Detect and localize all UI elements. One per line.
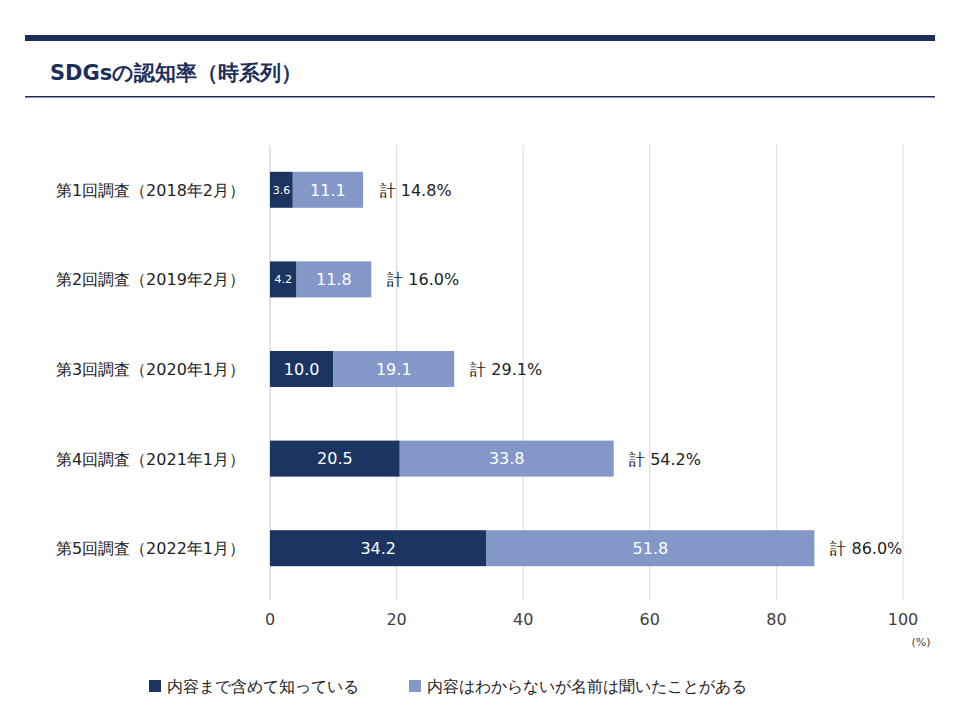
header-rule bbox=[25, 96, 935, 98]
tick-label: 80 bbox=[766, 610, 786, 629]
bars bbox=[270, 172, 814, 566]
tick-label: 0 bbox=[265, 610, 275, 629]
title: SDGsの認知率（時系列） bbox=[50, 61, 302, 85]
bar bbox=[297, 261, 372, 297]
data-label: 3.6 bbox=[273, 184, 291, 197]
legend-swatch bbox=[409, 680, 421, 692]
grid-line bbox=[903, 145, 904, 600]
tick-label: 40 bbox=[513, 610, 533, 629]
bar bbox=[486, 530, 814, 566]
tick-label: 20 bbox=[386, 610, 406, 629]
total-label: 計 16.0% bbox=[387, 270, 459, 289]
chart: SDGsの認知率（時系列） 0 20 40 60 80 100 (%) 第1回調査（2018年2… bbox=[0, 0, 960, 727]
category-label: 第2回調査（2019年2月） bbox=[56, 270, 245, 289]
total-label: 計 29.1% bbox=[470, 360, 542, 379]
category-label: 第3回調査（2020年1月） bbox=[56, 360, 245, 379]
data-label: 19.1 bbox=[376, 360, 412, 379]
axis-label: (%) bbox=[911, 636, 930, 649]
tick-label: 60 bbox=[640, 610, 660, 629]
data-label: 11.8 bbox=[316, 270, 352, 289]
bar bbox=[270, 441, 400, 477]
data-label: 4.2 bbox=[275, 273, 293, 286]
legend-label: 内容まで含めて知っている bbox=[167, 677, 359, 696]
tick-label: 100 bbox=[888, 610, 919, 629]
bar bbox=[270, 351, 333, 387]
legend-swatch bbox=[149, 680, 161, 692]
legend-label: 内容はわからないが名前は聞いたことがある bbox=[427, 677, 747, 696]
total-label: 計 86.0% bbox=[830, 539, 902, 558]
category-label: 第1回調査（2018年2月） bbox=[56, 181, 245, 200]
legend: 内容まで含めて知っている 内容はわからないが名前は聞いたことがある bbox=[149, 677, 747, 696]
header-bar bbox=[25, 35, 935, 41]
data-label: 34.2 bbox=[360, 539, 396, 558]
data-label: 11.1 bbox=[310, 181, 346, 200]
total-label: 計 14.8% bbox=[380, 181, 452, 200]
bar bbox=[333, 351, 454, 387]
bar bbox=[270, 261, 297, 297]
data-label: 10.0 bbox=[284, 360, 320, 379]
category-label: 第4回調査（2021年1月） bbox=[56, 450, 245, 469]
bar bbox=[270, 530, 486, 566]
total-label: 計 54.2% bbox=[629, 450, 701, 469]
data-labels: 3.6 11.1 4.2 11.8 10.0 19.1 20.5 33.8 34.2 51.8 bbox=[273, 181, 669, 558]
bar bbox=[293, 172, 363, 208]
data-label: 33.8 bbox=[489, 449, 525, 468]
bar bbox=[270, 172, 293, 208]
grid bbox=[270, 145, 903, 600]
data-label: 20.5 bbox=[317, 449, 353, 468]
category-label: 第5回調査（2022年1月） bbox=[56, 539, 245, 558]
data-label: 51.8 bbox=[633, 539, 669, 558]
bar bbox=[400, 441, 614, 477]
